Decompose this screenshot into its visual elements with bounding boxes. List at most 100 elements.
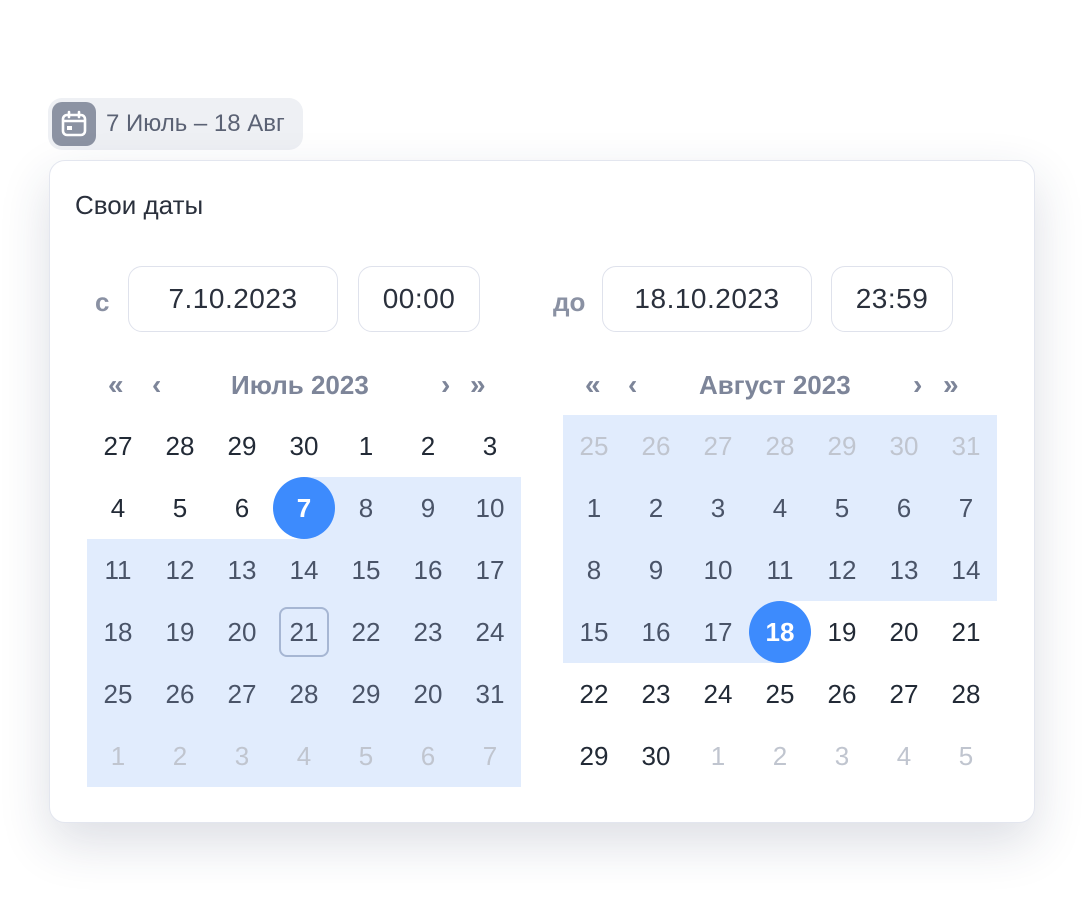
calendar-day[interactable]: 5 xyxy=(935,725,997,787)
calendar-day[interactable]: 29 xyxy=(335,663,397,725)
calendar-day[interactable]: 25 xyxy=(87,663,149,725)
calendar-day[interactable]: 11 xyxy=(87,539,149,601)
calendar-day[interactable]: 31 xyxy=(459,663,521,725)
date-range-chip[interactable]: 7 Июль – 18 Авг xyxy=(48,98,303,150)
calendar-day[interactable]: 28 xyxy=(935,663,997,725)
calendar-day[interactable]: 25 xyxy=(563,415,625,477)
selected-day[interactable]: 7 xyxy=(273,477,335,539)
calendar-day[interactable]: 10 xyxy=(687,539,749,601)
calendar-day[interactable]: 9 xyxy=(397,477,459,539)
calendar-day[interactable]: 2 xyxy=(749,725,811,787)
calendar-day[interactable]: 30 xyxy=(273,415,335,477)
calendar-day[interactable]: 29 xyxy=(811,415,873,477)
calendar-day[interactable]: 3 xyxy=(687,477,749,539)
calendar-day[interactable]: 27 xyxy=(211,663,273,725)
from-time-input[interactable]: 00:00 xyxy=(358,266,480,332)
calendar-day[interactable]: 29 xyxy=(211,415,273,477)
calendar-day[interactable]: 16 xyxy=(397,539,459,601)
selected-day[interactable]: 18 xyxy=(749,601,811,663)
next-month-button[interactable]: › xyxy=(441,369,451,400)
calendar-day[interactable]: 30 xyxy=(625,725,687,787)
prev-month-button[interactable]: ‹ xyxy=(152,369,162,400)
calendar-day[interactable]: 27 xyxy=(87,415,149,477)
calendar-day[interactable]: 7 xyxy=(935,477,997,539)
calendar-day[interactable]: 1 xyxy=(335,415,397,477)
next-year-button[interactable]: » xyxy=(470,369,486,400)
calendar-day[interactable]: 18 xyxy=(87,601,149,663)
calendar-day[interactable]: 24 xyxy=(459,601,521,663)
calendar-day[interactable]: 20 xyxy=(873,601,935,663)
calendar-day[interactable]: 4 xyxy=(873,725,935,787)
calendar-day[interactable]: 5 xyxy=(811,477,873,539)
calendar-day[interactable]: 23 xyxy=(625,663,687,725)
calendar-day[interactable]: 8 xyxy=(335,477,397,539)
calendar-day[interactable]: 27 xyxy=(687,415,749,477)
calendar-day[interactable]: 19 xyxy=(811,601,873,663)
day-number: 1 xyxy=(710,740,726,771)
calendar-day[interactable]: 29 xyxy=(563,725,625,787)
calendar-day[interactable]: 26 xyxy=(625,415,687,477)
calendar-day[interactable]: 30 xyxy=(873,415,935,477)
from-date-input[interactable]: 7.10.2023 xyxy=(128,266,338,332)
calendar-day[interactable]: 2 xyxy=(625,477,687,539)
calendar-day[interactable]: 2 xyxy=(149,725,211,787)
calendar-day[interactable]: 14 xyxy=(935,539,997,601)
calendar-day[interactable]: 13 xyxy=(211,539,273,601)
prev-year-button[interactable]: « xyxy=(585,369,601,400)
calendar-day[interactable]: 21 xyxy=(935,601,997,663)
calendar-day[interactable]: 8 xyxy=(563,539,625,601)
to-time-input[interactable]: 23:59 xyxy=(831,266,953,332)
calendar-day[interactable]: 7 xyxy=(459,725,521,787)
calendar-day[interactable]: 15 xyxy=(563,601,625,663)
calendar-day[interactable]: 6 xyxy=(211,477,273,539)
calendar-day[interactable]: 28 xyxy=(749,415,811,477)
calendar-day[interactable]: 5 xyxy=(149,477,211,539)
calendar-day[interactable]: 1 xyxy=(563,477,625,539)
next-year-button[interactable]: » xyxy=(943,369,959,400)
calendar-day[interactable]: 13 xyxy=(873,539,935,601)
calendar-day[interactable]: 3 xyxy=(459,415,521,477)
calendar-day[interactable]: 26 xyxy=(811,663,873,725)
calendar-day[interactable]: 3 xyxy=(211,725,273,787)
calendar-day[interactable]: 4 xyxy=(87,477,149,539)
calendar-day[interactable]: 15 xyxy=(335,539,397,601)
calendar-day[interactable]: 25 xyxy=(749,663,811,725)
today-day[interactable]: 21 xyxy=(273,601,335,663)
calendar-day[interactable]: 17 xyxy=(459,539,521,601)
calendar-day[interactable]: 2 xyxy=(397,415,459,477)
calendar-day[interactable]: 6 xyxy=(397,725,459,787)
calendar-day[interactable]: 1 xyxy=(687,725,749,787)
to-date-input[interactable]: 18.10.2023 xyxy=(602,266,812,332)
calendar-day[interactable]: 17 xyxy=(687,601,749,663)
calendar-day[interactable]: 9 xyxy=(625,539,687,601)
next-month-button[interactable]: › xyxy=(913,369,923,400)
calendar-day[interactable]: 6 xyxy=(873,477,935,539)
prev-year-button[interactable]: « xyxy=(108,369,124,400)
calendar-day[interactable]: 20 xyxy=(397,663,459,725)
calendar-day[interactable]: 11 xyxy=(749,539,811,601)
calendar-day[interactable]: 20 xyxy=(211,601,273,663)
calendar-icon xyxy=(52,102,96,146)
calendar-day[interactable]: 4 xyxy=(273,725,335,787)
calendar-day[interactable]: 24 xyxy=(687,663,749,725)
calendar-day[interactable]: 16 xyxy=(625,601,687,663)
calendar-day[interactable]: 12 xyxy=(149,539,211,601)
calendar-day[interactable]: 23 xyxy=(397,601,459,663)
calendar-day[interactable]: 10 xyxy=(459,477,521,539)
calendar-day[interactable]: 28 xyxy=(273,663,335,725)
calendar-day[interactable]: 22 xyxy=(563,663,625,725)
calendar-day[interactable]: 26 xyxy=(149,663,211,725)
calendar-day[interactable]: 3 xyxy=(811,725,873,787)
calendar-day[interactable]: 5 xyxy=(335,725,397,787)
calendar-day[interactable]: 19 xyxy=(149,601,211,663)
calendar-day[interactable]: 31 xyxy=(935,415,997,477)
calendar-day[interactable]: 22 xyxy=(335,601,397,663)
calendar-day[interactable]: 28 xyxy=(149,415,211,477)
calendar-day[interactable]: 27 xyxy=(873,663,935,725)
calendar-day[interactable]: 1 xyxy=(87,725,149,787)
calendar-day[interactable]: 12 xyxy=(811,539,873,601)
day-number: 15 xyxy=(351,554,381,585)
calendar-day[interactable]: 4 xyxy=(749,477,811,539)
calendar-day[interactable]: 14 xyxy=(273,539,335,601)
prev-month-button[interactable]: ‹ xyxy=(628,369,638,400)
